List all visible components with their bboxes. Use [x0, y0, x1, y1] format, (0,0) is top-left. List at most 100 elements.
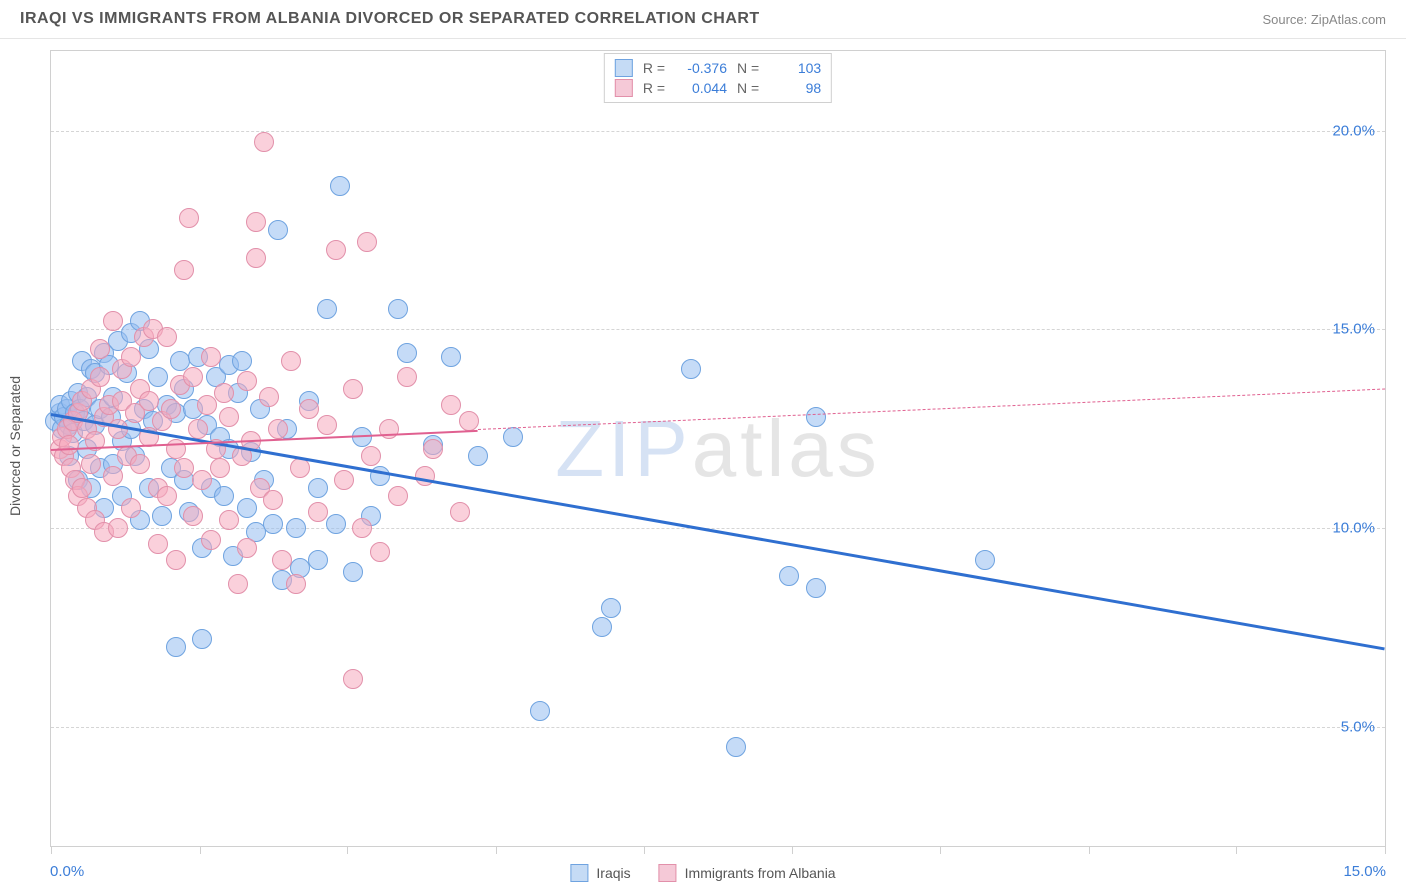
data-point [121, 498, 141, 518]
data-point [192, 629, 212, 649]
data-point [397, 343, 417, 363]
scatter-chart: ZIPatlas R = -0.376 N = 103 R = 0.044 N … [50, 50, 1386, 847]
data-point [326, 514, 346, 534]
data-point [308, 502, 328, 522]
data-point [197, 395, 217, 415]
data-point [352, 518, 372, 538]
data-point [468, 446, 488, 466]
stats-legend: R = -0.376 N = 103 R = 0.044 N = 98 [604, 53, 832, 103]
data-point [450, 502, 470, 522]
data-point [441, 395, 461, 415]
data-point [330, 176, 350, 196]
watermark-text-b: atlas [692, 404, 881, 493]
data-point [806, 578, 826, 598]
grid-line [51, 329, 1385, 330]
data-point [121, 347, 141, 367]
data-point [152, 506, 172, 526]
data-point [90, 367, 110, 387]
stat-n-value-1: 103 [769, 60, 821, 76]
x-tick [1236, 846, 1237, 854]
data-point [343, 379, 363, 399]
data-point [237, 498, 257, 518]
data-point [246, 212, 266, 232]
data-point [317, 415, 337, 435]
data-point [397, 367, 417, 387]
data-point [254, 132, 274, 152]
stat-r-value-2: 0.044 [675, 80, 727, 96]
x-tick [347, 846, 348, 854]
legend-item-2: Immigrants from Albania [659, 864, 836, 882]
watermark: ZIPatlas [555, 403, 880, 495]
data-point [592, 617, 612, 637]
data-point [232, 351, 252, 371]
data-point [201, 347, 221, 367]
data-point [268, 220, 288, 240]
data-point [601, 598, 621, 618]
data-point [174, 260, 194, 280]
data-point [108, 518, 128, 538]
data-point [268, 419, 288, 439]
x-tick [940, 846, 941, 854]
data-point [370, 542, 390, 562]
data-point [183, 506, 203, 526]
x-axis-min-label: 0.0% [50, 863, 84, 880]
data-point [326, 240, 346, 260]
data-point [192, 470, 212, 490]
data-point [166, 439, 186, 459]
x-tick [792, 846, 793, 854]
data-point [201, 530, 221, 550]
legend-label-1: Iraqis [596, 865, 630, 881]
stat-r-value-1: -0.376 [675, 60, 727, 76]
data-point [183, 367, 203, 387]
stats-row-series-2: R = 0.044 N = 98 [615, 78, 821, 98]
x-tick [496, 846, 497, 854]
y-tick-label: 5.0% [1341, 718, 1375, 735]
data-point [343, 669, 363, 689]
data-point [103, 311, 123, 331]
data-point [388, 486, 408, 506]
data-point [188, 419, 208, 439]
data-point [259, 387, 279, 407]
swatch-pink [659, 864, 677, 882]
stat-n-value-2: 98 [769, 80, 821, 96]
data-point [166, 637, 186, 657]
data-point [148, 367, 168, 387]
y-tick-label: 10.0% [1332, 520, 1375, 537]
y-tick-label: 15.0% [1332, 321, 1375, 338]
data-point [726, 737, 746, 757]
data-point [806, 407, 826, 427]
x-axis-max-label: 15.0% [1343, 863, 1386, 880]
data-point [157, 327, 177, 347]
data-point [174, 458, 194, 478]
data-point [148, 534, 168, 554]
x-tick [1089, 846, 1090, 854]
chart-header: IRAQI VS IMMIGRANTS FROM ALBANIA DIVORCE… [0, 0, 1406, 39]
grid-line [51, 131, 1385, 132]
data-point [290, 458, 310, 478]
legend-item-1: Iraqis [570, 864, 630, 882]
data-point [308, 478, 328, 498]
stat-n-label: N = [737, 60, 759, 76]
data-point [210, 458, 230, 478]
data-point [219, 510, 239, 530]
trend-line [478, 389, 1385, 431]
data-point [281, 351, 301, 371]
data-point [286, 574, 306, 594]
legend-label-2: Immigrants from Albania [685, 865, 836, 881]
stat-r-label: R = [643, 80, 665, 96]
data-point [161, 399, 181, 419]
stat-n-label: N = [737, 80, 759, 96]
data-point [343, 562, 363, 582]
watermark-text-a: ZIP [555, 404, 691, 493]
data-point [237, 538, 257, 558]
y-axis-title: Divorced or Separated [7, 376, 23, 516]
data-point [214, 383, 234, 403]
data-point [415, 466, 435, 486]
data-point [308, 550, 328, 570]
data-point [441, 347, 461, 367]
data-point [157, 486, 177, 506]
data-point [90, 339, 110, 359]
swatch-blue [570, 864, 588, 882]
grid-line [51, 727, 1385, 728]
data-point [72, 478, 92, 498]
